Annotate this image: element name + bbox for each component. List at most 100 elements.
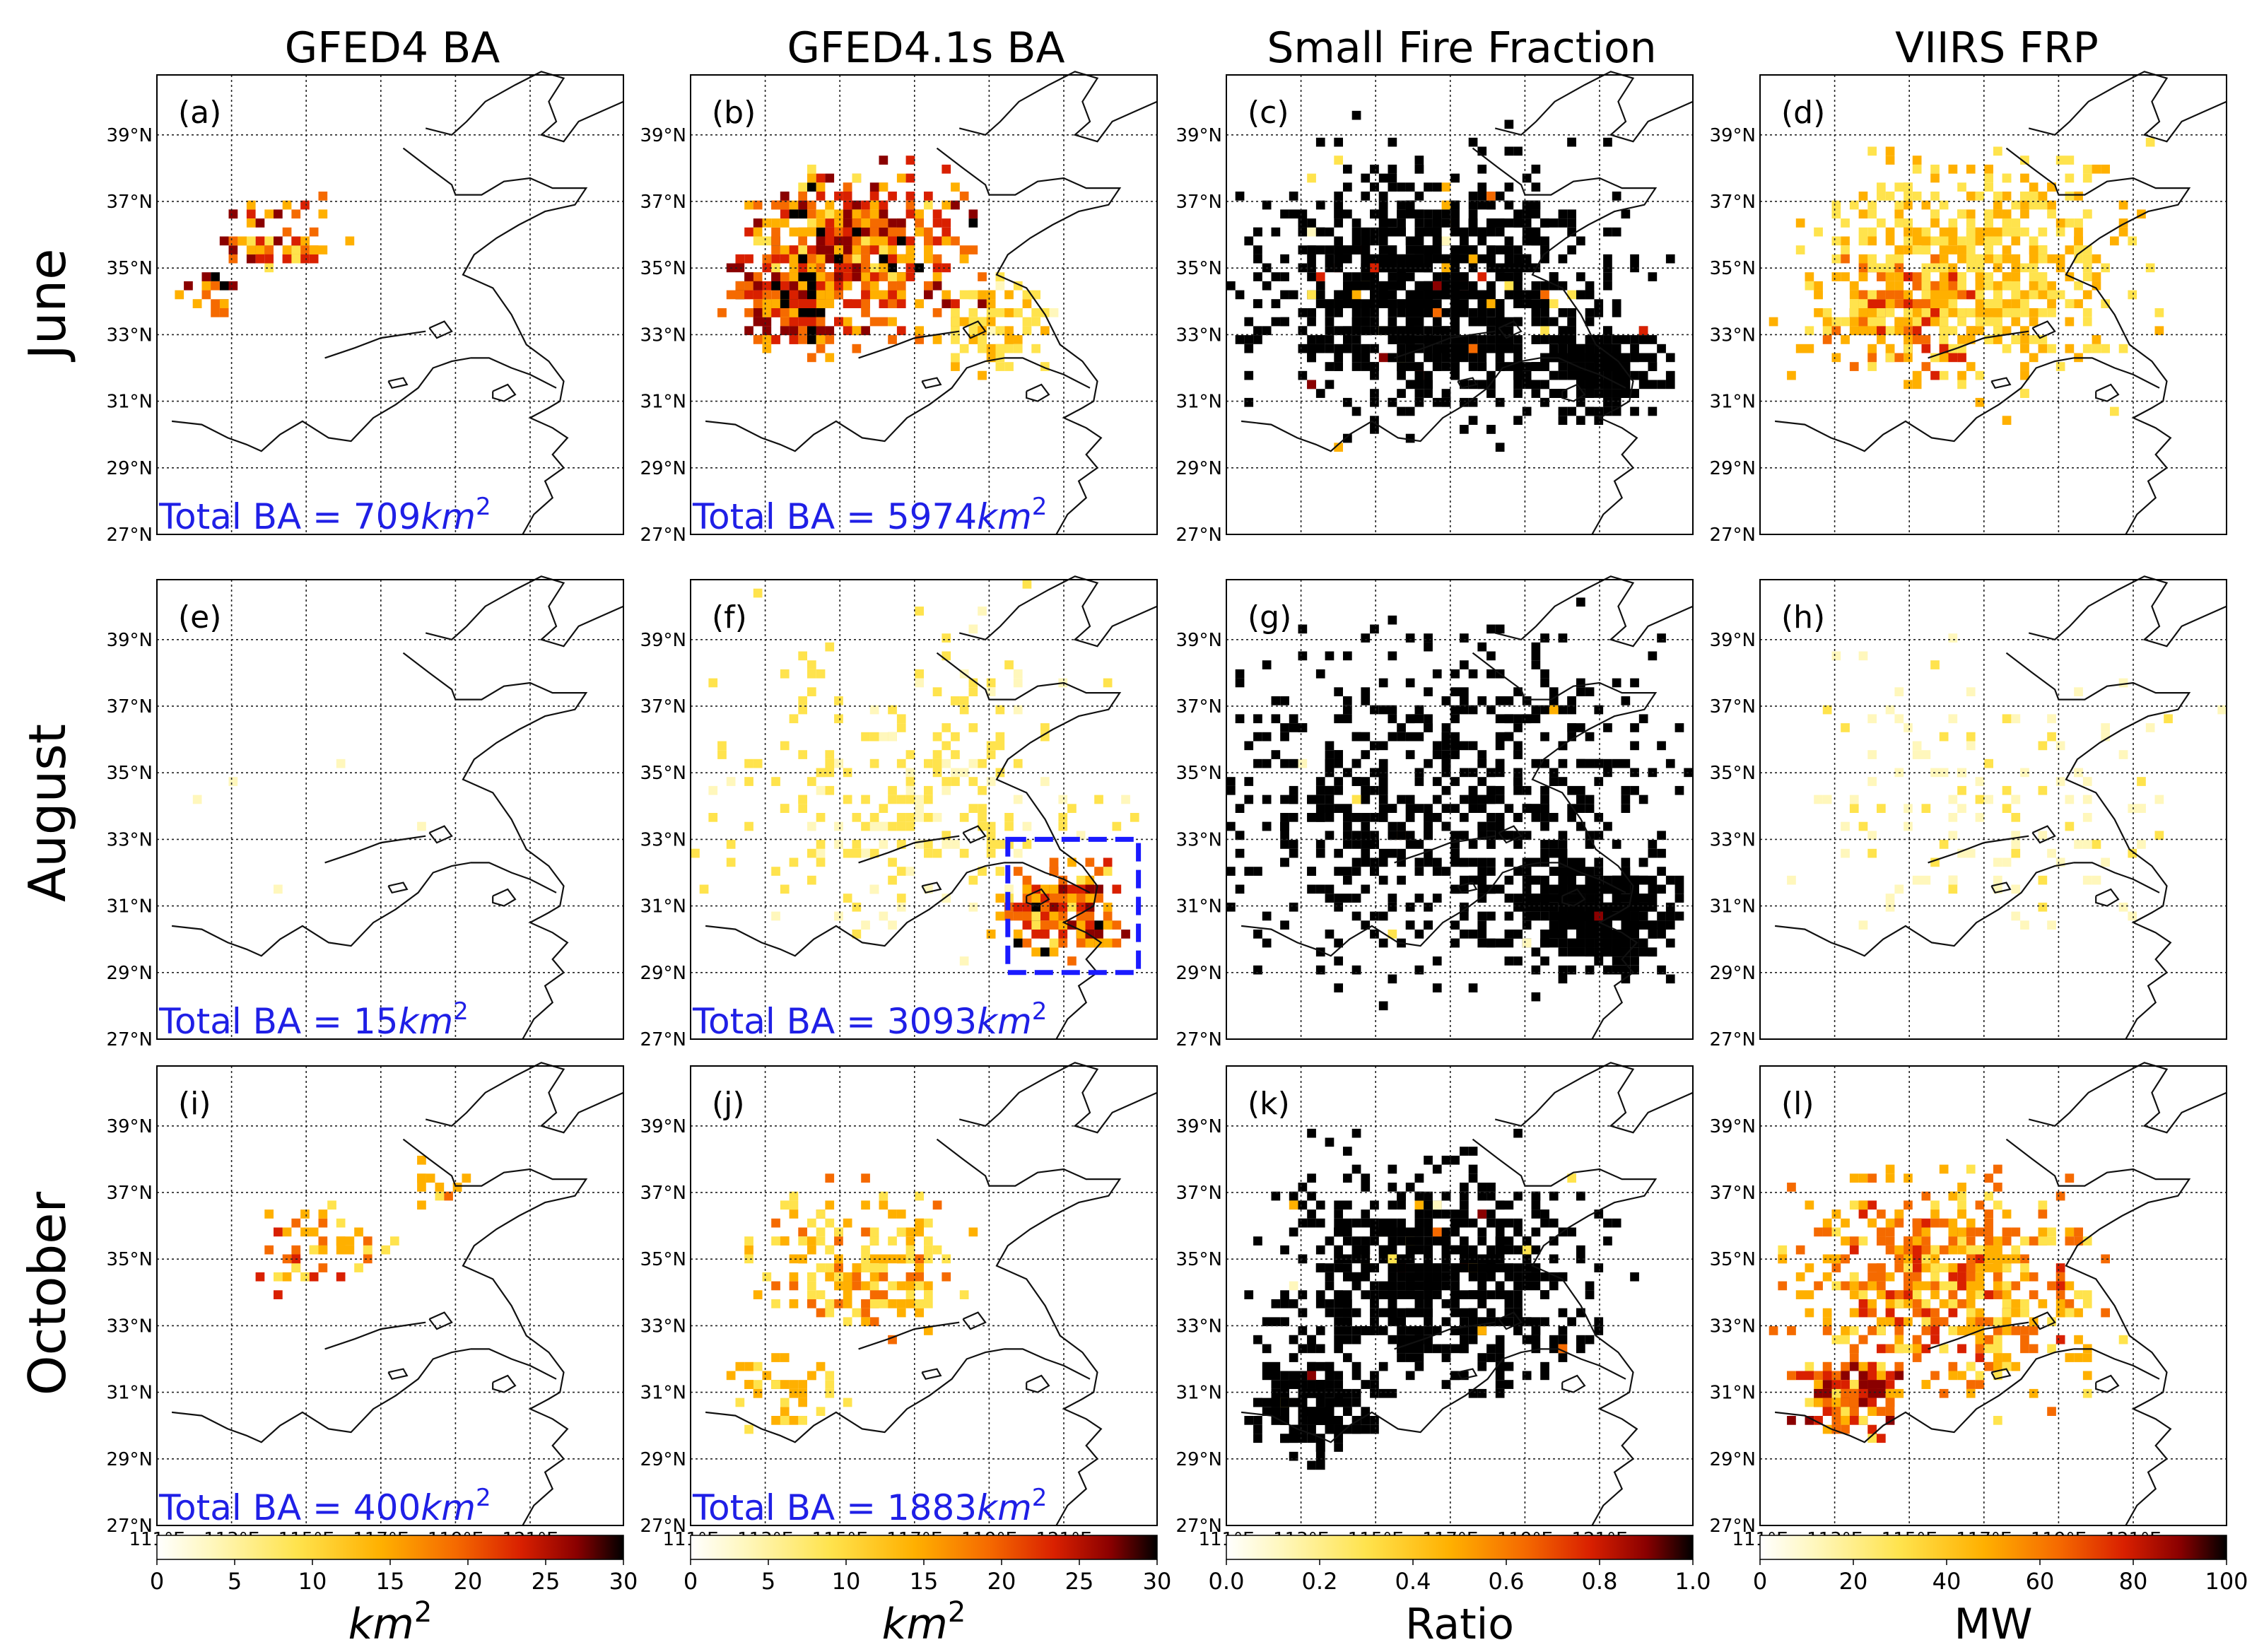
fire-pixel	[1370, 164, 1379, 174]
fire-pixel	[1405, 433, 1415, 443]
fire-pixel	[807, 660, 816, 669]
fire-pixel	[888, 245, 897, 254]
fire-pixel	[1867, 299, 1877, 308]
fire-pixel	[1930, 218, 1940, 228]
fire-pixel	[1558, 884, 1568, 894]
fire-pixel	[951, 182, 960, 192]
fire-pixel	[1904, 380, 1913, 389]
fire-pixel	[1468, 227, 1478, 237]
fire-pixel	[1103, 902, 1113, 912]
fire-pixel	[852, 1308, 862, 1318]
fire-pixel	[888, 732, 897, 742]
fire-pixel	[1343, 1290, 1352, 1299]
fire-pixel	[1067, 857, 1077, 867]
fire-pixel	[1370, 416, 1379, 425]
fire-pixel	[825, 1200, 835, 1210]
fire-pixel	[762, 335, 772, 344]
fire-pixel	[1334, 200, 1343, 210]
fire-pixel	[1378, 804, 1388, 813]
fire-pixel	[879, 263, 888, 273]
panel-frame	[1759, 74, 2227, 535]
fire-pixel	[843, 795, 852, 804]
fire-pixel	[1022, 840, 1032, 849]
fire-pixel	[1638, 894, 1648, 903]
fire-pixel	[2038, 227, 2048, 237]
fire-pixel	[1930, 254, 1940, 264]
fire-pixel	[852, 173, 862, 183]
fire-pixel	[771, 1380, 780, 1389]
fire-pixel	[1468, 335, 1478, 344]
fire-pixel	[1993, 308, 2002, 317]
fire-pixel	[1378, 290, 1388, 300]
fire-pixel	[1424, 1272, 1433, 1282]
fire-pixel	[1805, 272, 1814, 281]
fire-pixel	[834, 209, 843, 219]
fire-pixel	[1885, 281, 1895, 291]
fire-pixel	[1540, 813, 1549, 822]
fire-pixel	[1477, 308, 1487, 317]
lat-tick-label: 29°N	[106, 963, 153, 984]
fire-pixel	[1226, 902, 1236, 912]
fire-pixel	[1094, 867, 1103, 876]
fire-pixel	[1103, 678, 1113, 688]
fire-pixel	[1603, 227, 1612, 237]
fire-pixel	[1361, 633, 1371, 643]
fire-pixel	[1343, 831, 1352, 840]
fire-pixel	[1076, 894, 1086, 903]
fire-pixel	[816, 245, 826, 254]
fire-pixel	[978, 785, 987, 795]
fire-pixel	[1504, 696, 1514, 705]
fire-pixel	[300, 200, 310, 210]
fire-pixel	[1468, 308, 1478, 317]
fire-pixel	[1334, 362, 1343, 371]
fire-pixel	[807, 1281, 816, 1291]
fire-pixel	[753, 236, 763, 246]
fire-pixel	[1495, 227, 1505, 237]
panel-background	[157, 75, 623, 534]
fire-pixel	[1504, 1290, 1514, 1299]
fire-pixel	[915, 1218, 924, 1228]
fire-pixel	[1814, 795, 1823, 804]
fire-pixel	[1948, 272, 1958, 281]
fire-pixel	[228, 777, 238, 786]
fire-pixel	[986, 840, 996, 849]
fire-pixel	[1468, 137, 1478, 147]
fire-pixel	[932, 308, 942, 317]
fire-pixel	[852, 344, 862, 353]
fire-pixel	[879, 254, 888, 264]
fire-pixel	[1022, 884, 1032, 894]
fire-pixel	[1424, 209, 1433, 219]
fire-pixel	[1441, 200, 1451, 210]
fire-pixel	[1058, 894, 1068, 903]
fire-pixel	[843, 236, 852, 246]
fire-pixel	[1674, 723, 1684, 732]
fire-pixel	[816, 290, 826, 300]
fire-pixel	[2065, 173, 2075, 183]
fire-pixel	[1441, 785, 1451, 795]
fire-pixel	[1486, 1308, 1496, 1318]
fire-pixel	[1262, 1317, 1272, 1327]
fire-pixel	[1307, 308, 1316, 317]
fire-pixel	[861, 308, 870, 317]
fire-pixel	[2110, 236, 2119, 246]
fire-pixel	[1468, 200, 1478, 210]
fire-pixel	[1325, 1272, 1335, 1282]
fire-pixel	[888, 705, 897, 715]
fire-pixel	[1540, 785, 1549, 795]
fire-pixel	[1388, 1227, 1397, 1237]
fire-pixel	[1657, 930, 1666, 939]
fire-pixel	[1397, 200, 1406, 210]
fire-pixel	[1814, 308, 1823, 317]
fire-pixel	[1841, 848, 1850, 858]
fire-pixel	[1361, 245, 1371, 254]
fire-pixel	[1370, 209, 1379, 219]
fire-pixel	[1378, 263, 1388, 273]
fire-pixel	[1405, 182, 1415, 192]
fire-pixel	[807, 272, 816, 281]
fire-pixel	[879, 1254, 888, 1264]
fire-pixel	[274, 1227, 283, 1237]
fire-pixel	[2020, 920, 2029, 930]
fire-pixel	[1468, 705, 1478, 715]
fire-pixel	[1388, 254, 1397, 264]
fire-pixel	[1630, 370, 1639, 380]
